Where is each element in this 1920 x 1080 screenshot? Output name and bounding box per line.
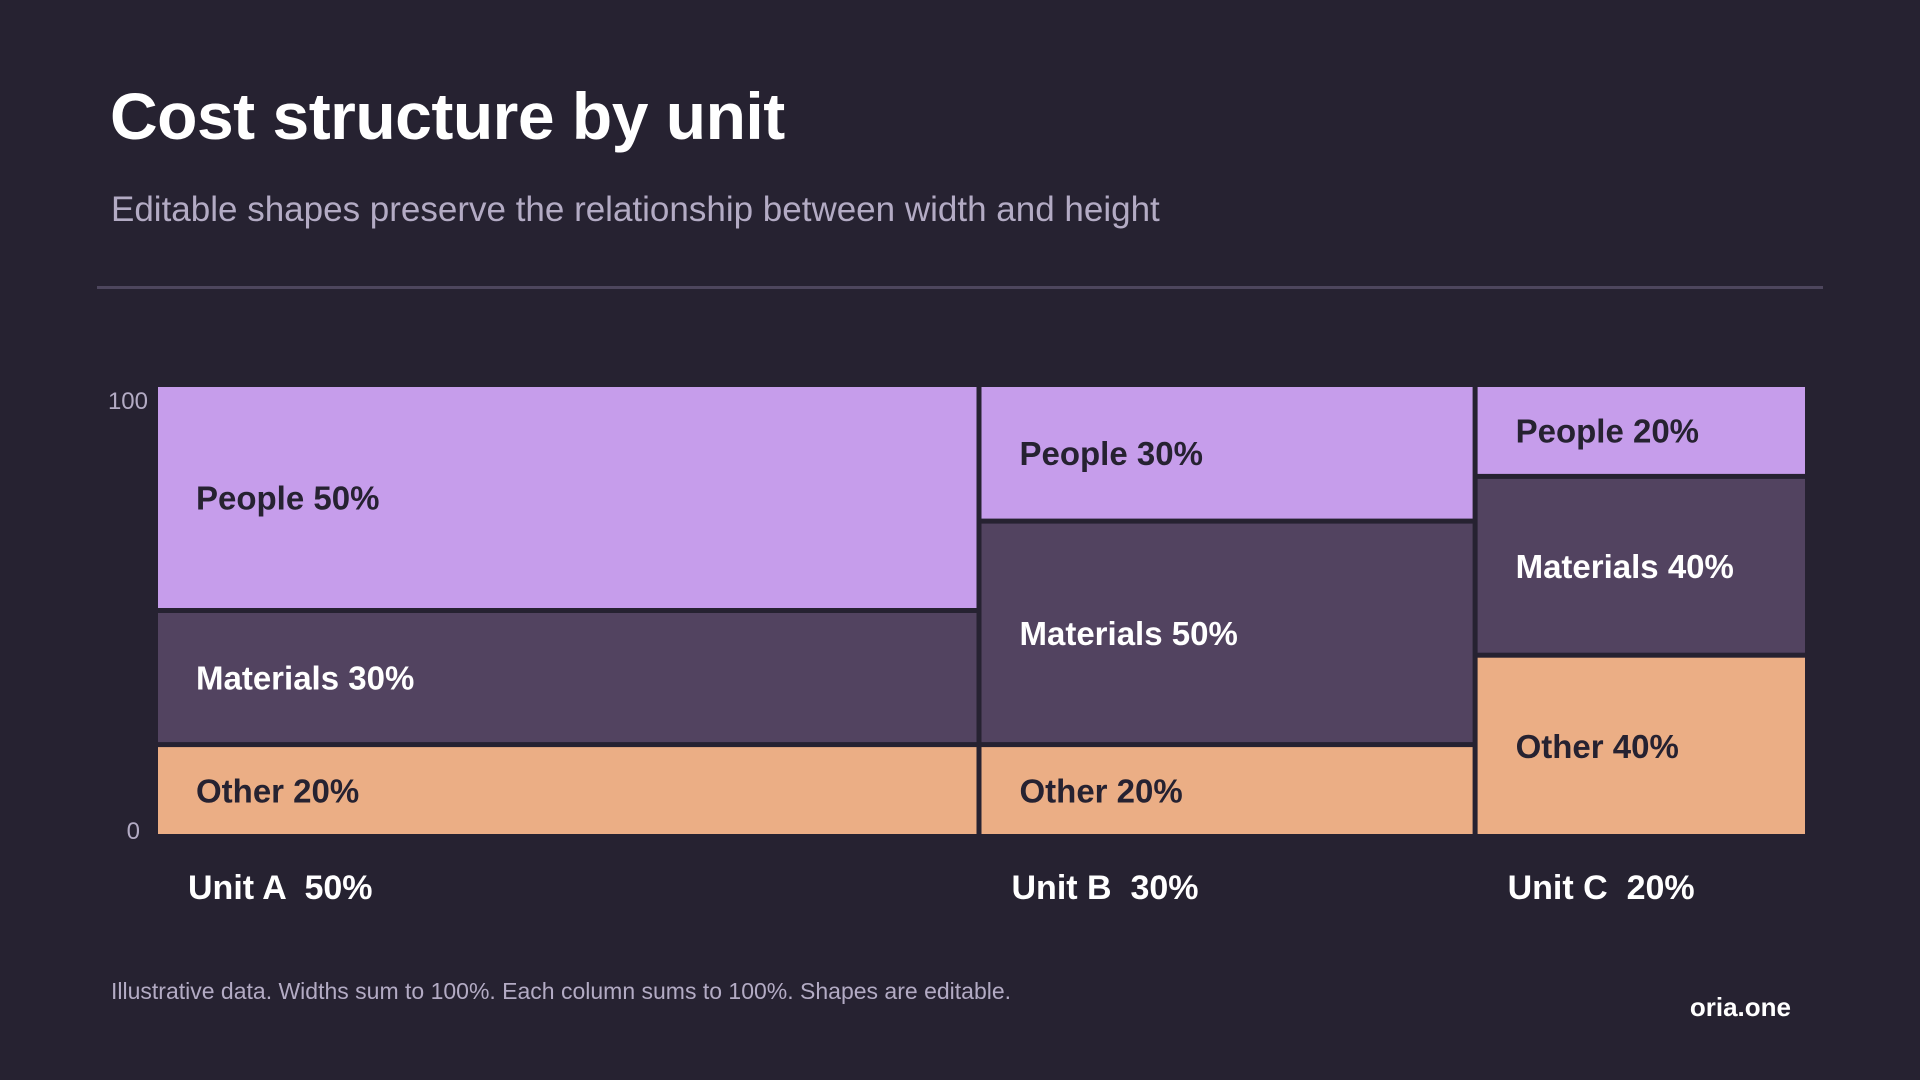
segment-unit-a-people [158, 387, 977, 608]
segment-label: People 50% [196, 480, 379, 517]
brand-logo-text: oria.one [1689, 992, 1791, 1022]
y-tick-label-0: 0 [127, 818, 140, 845]
category-label: Unit C 20% [1508, 869, 1695, 907]
segment-unit-a-other [158, 747, 977, 834]
y-tick-label-100: 100 [108, 388, 148, 415]
segment-unit-c-people [1477, 387, 1805, 474]
segment-label: Materials 50% [1020, 615, 1238, 652]
segment-label: People 20% [1516, 412, 1699, 449]
segment-label: Other 40% [1516, 728, 1679, 765]
segment-label: Materials 30% [196, 660, 414, 697]
segment-unit-b-other [981, 747, 1473, 834]
segment-unit-a-materials [158, 613, 977, 743]
segment-unit-b-materials [981, 523, 1473, 743]
segment-label: Materials 40% [1516, 548, 1734, 585]
footnote: Illustrative data. Widths sum to 100%. E… [111, 978, 1012, 1004]
segment-label: Other 20% [196, 773, 359, 810]
segment-unit-c-other [1477, 657, 1805, 834]
page-subtitle: Editable shapes preserve the relationshi… [111, 190, 1160, 229]
segment-unit-b-people [981, 387, 1473, 519]
page-title: Cost structure by unit [110, 79, 785, 153]
header-divider [97, 286, 1823, 289]
segment-label: People 30% [1020, 435, 1203, 472]
segment-unit-c-materials [1477, 478, 1805, 653]
category-label: Unit A 50% [188, 869, 373, 907]
column-unit-a: People 50% Materials 30% Other 20% [158, 387, 977, 834]
column-unit-b: People 30% Materials 50% Other 20% [981, 387, 1473, 834]
category-label: Unit B 30% [1012, 869, 1199, 907]
column-unit-c: People 20% Materials 40% Other 40% [1477, 387, 1805, 834]
segment-label: Other 20% [1020, 773, 1183, 810]
